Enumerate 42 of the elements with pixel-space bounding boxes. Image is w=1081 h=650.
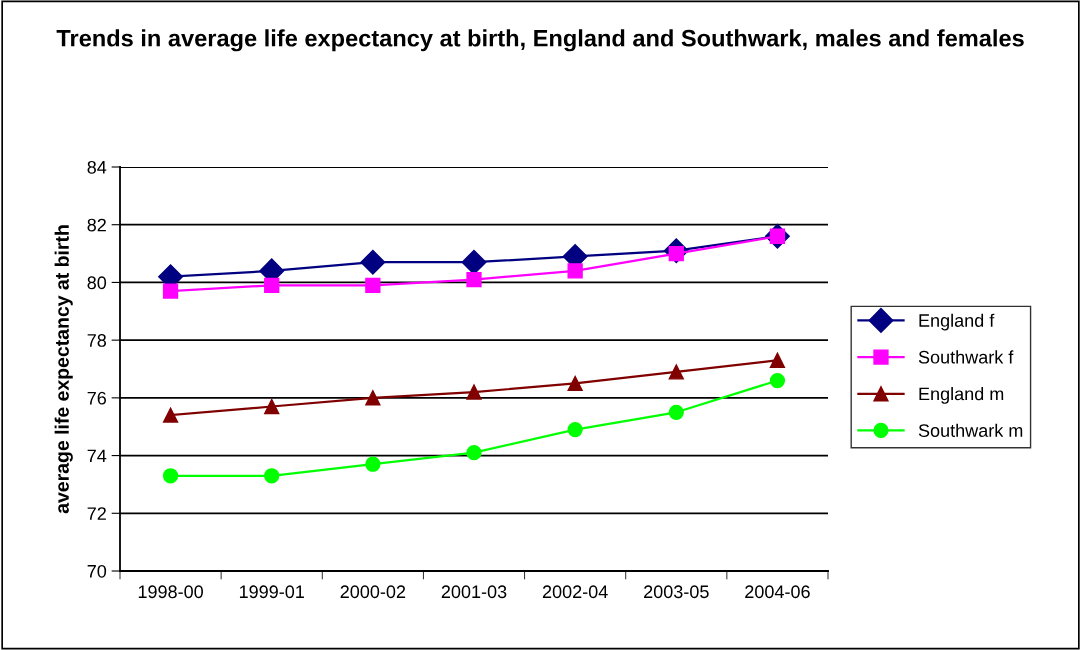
point (567, 263, 583, 279)
y-tick-label: 76 (87, 391, 107, 405)
point (769, 372, 786, 389)
y-axis-title: average life expectancy at birth (54, 225, 73, 514)
point (668, 364, 684, 380)
legend-label: Southwark m (918, 423, 1023, 437)
point (567, 375, 583, 392)
x-tick-label: 2004-06 (745, 585, 810, 599)
point (264, 398, 280, 415)
legend-label: Southwark f (918, 350, 1014, 364)
y-tick-label: 78 (87, 334, 107, 347)
y-tick-label: 70 (87, 564, 107, 578)
y-tick-label: 80 (87, 276, 107, 290)
point (769, 352, 786, 368)
point (162, 468, 179, 484)
x-tick-label: 1998-00 (138, 585, 203, 599)
point (567, 421, 583, 438)
x-tick-label: 2003-05 (644, 585, 709, 599)
point (461, 249, 487, 275)
y-tick-label: 82 (87, 218, 106, 232)
point (365, 456, 381, 472)
x-tick-label: 2001-03 (441, 585, 507, 599)
y-tick-label: 74 (87, 449, 107, 463)
point (162, 407, 179, 423)
y-tick-label: 72 (87, 507, 106, 520)
x-tick-label: 1999-01 (239, 585, 304, 599)
point (466, 445, 482, 461)
point (466, 384, 482, 400)
x-tick-label: 2000-02 (340, 585, 406, 599)
y-tick-label: 84 (87, 160, 107, 174)
point (264, 468, 280, 484)
point (162, 283, 179, 299)
point (360, 249, 386, 275)
point (264, 277, 280, 293)
x-tick-label: 2002-04 (542, 585, 608, 599)
point (365, 390, 381, 406)
point (668, 404, 684, 420)
chart-title: Trends in average life expectancy at birth, England and Southwark, males and females (56, 29, 1024, 52)
legend-label: England f (919, 313, 995, 331)
legend-label: England m (919, 387, 1004, 404)
point (365, 277, 381, 293)
point (466, 271, 482, 288)
